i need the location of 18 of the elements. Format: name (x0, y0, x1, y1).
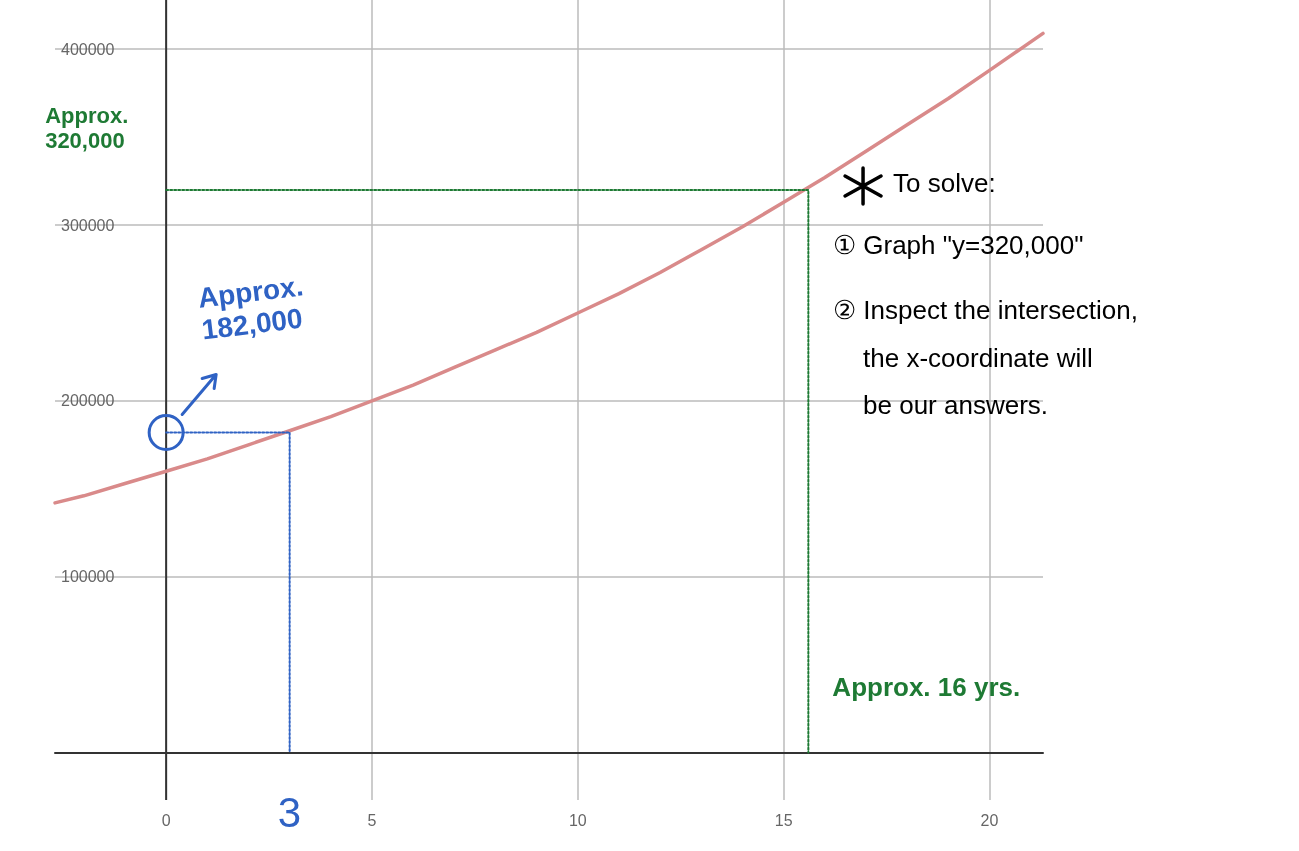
annotation: Approx. 16 yrs. (832, 672, 1021, 703)
x-tick-label: 15 (774, 811, 793, 829)
y-tick-label: 400000 (61, 40, 115, 58)
annotation: To solve: (893, 168, 996, 198)
annotation: Approx. 320,000 (45, 103, 135, 154)
y-tick-label: 200000 (61, 392, 115, 410)
x-tick-label: 10 (568, 811, 587, 829)
annotation: the x-coordinate will (863, 343, 1093, 373)
annotation: be our answers. (863, 390, 1049, 420)
annotation: ① Graph "y=320,000" (833, 230, 1084, 260)
y-tick-label: 300000 (61, 216, 115, 234)
x-tick-label: 5 (367, 811, 377, 829)
y-tick-label: 100000 (61, 568, 115, 586)
annotation: Approx. 182,000 (196, 269, 313, 346)
annotation: 3 (277, 789, 302, 837)
x-tick-label: 0 (161, 811, 171, 829)
x-tick-label: 20 (980, 811, 999, 829)
annotation: ② Inspect the intersection, (833, 295, 1138, 325)
